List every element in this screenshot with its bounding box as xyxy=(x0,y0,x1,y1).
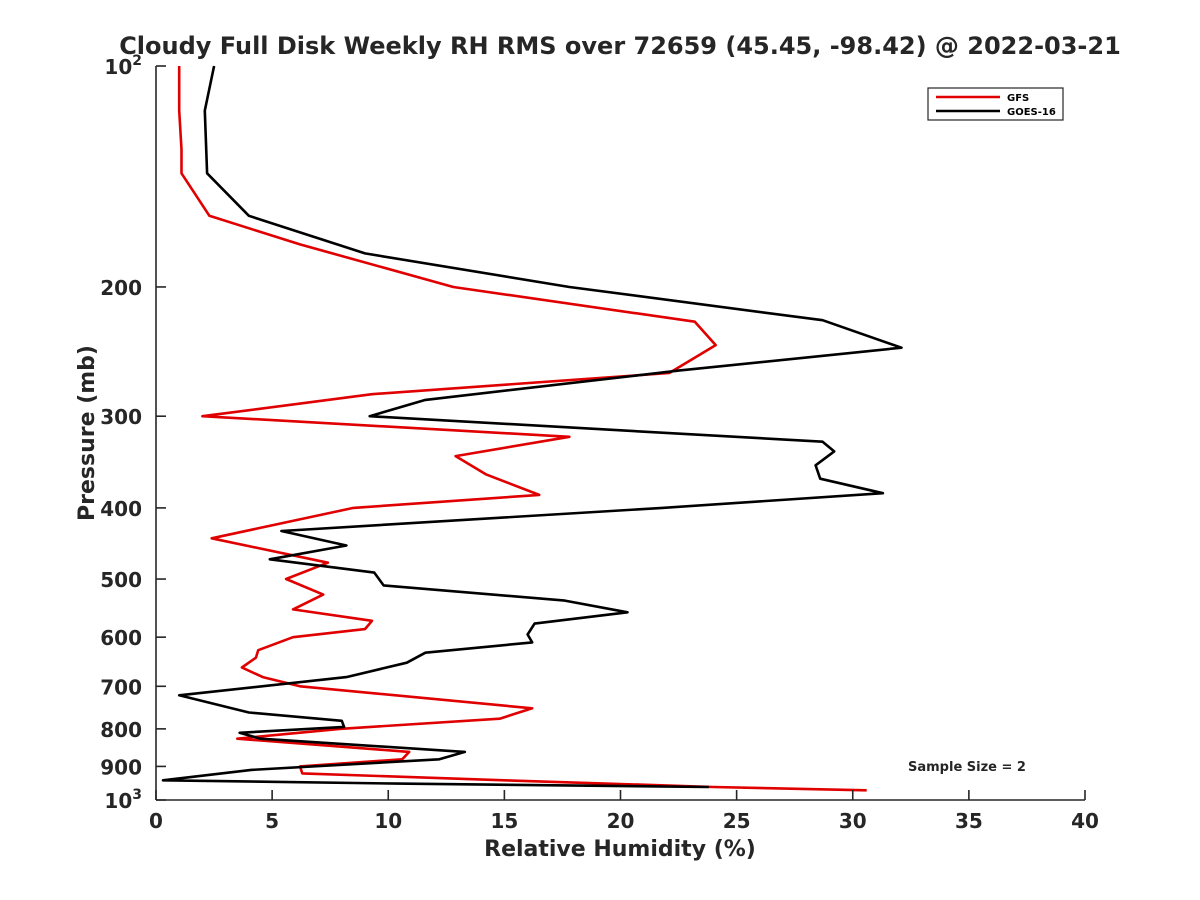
x-tick-label: 20 xyxy=(607,809,635,833)
chart-title: Cloudy Full Disk Weekly RH RMS over 7265… xyxy=(119,32,1121,60)
legend-box xyxy=(927,87,1064,121)
x-tick-label: 10 xyxy=(374,809,402,833)
y-tick-label: 600 xyxy=(100,626,142,650)
x-tick-label: 0 xyxy=(149,809,163,833)
x-tick-label: 35 xyxy=(955,809,983,833)
x-tick-label: 5 xyxy=(265,809,279,833)
series-layer xyxy=(161,65,903,792)
y-tick-label: 800 xyxy=(100,718,142,742)
legend-label: GOES-16 xyxy=(1007,107,1056,118)
x-axis-ticks: 0 5 10 15 20 25 30 35 40 xyxy=(149,790,1099,833)
x-axis-label: Relative Humidity (%) xyxy=(484,837,756,862)
legend: GFS GOES-16 xyxy=(927,87,1064,121)
x-tick-label: 25 xyxy=(723,809,751,833)
sample-size-annotation: Sample Size = 2 xyxy=(908,760,1026,775)
y-axis-label: Pressure (mb) xyxy=(75,345,100,521)
y-tick-label: 200 xyxy=(100,276,142,300)
y-tick-label: 700 xyxy=(100,675,142,699)
y-tick-label: 300 xyxy=(100,405,142,429)
y-tick-label: 400 xyxy=(100,497,142,521)
x-tick-label: 15 xyxy=(490,809,518,833)
legend-label: GFS xyxy=(1007,93,1029,104)
plot-frame xyxy=(156,66,1085,800)
series-line-goes-16 xyxy=(161,65,903,789)
series-line-gfs xyxy=(177,66,867,792)
x-tick-label: 40 xyxy=(1071,809,1099,833)
y-tick-label: 900 xyxy=(100,755,142,779)
y-tick-label: 103 xyxy=(104,787,142,813)
y-tick-label: 500 xyxy=(100,568,142,592)
x-tick-label: 30 xyxy=(839,809,867,833)
plot-area: 0 5 10 15 20 25 30 35 40 10220030040050060070080… xyxy=(100,53,1099,833)
